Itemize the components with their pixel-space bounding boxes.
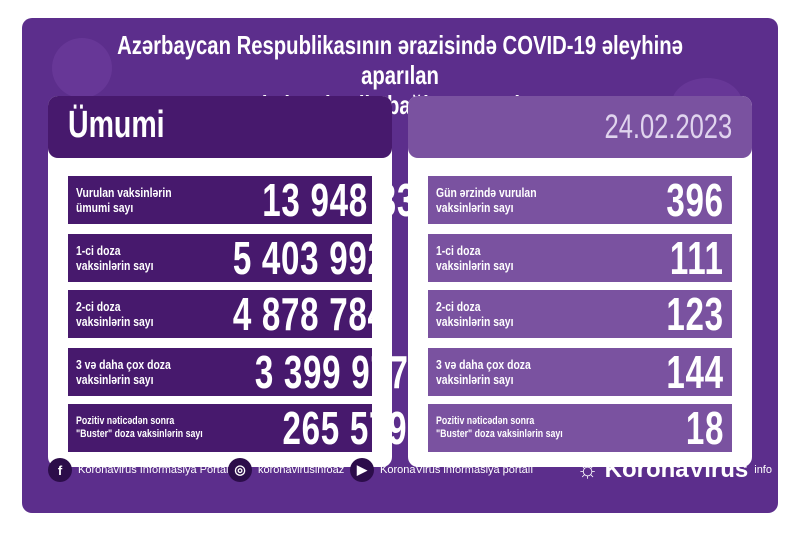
stat-label: Vurulan vaksinlərin ümumi sayı xyxy=(76,185,172,215)
stat-row: 1-ci doza vaksinlərin sayı 111 xyxy=(428,232,732,284)
instagram-link[interactable]: ◎ koronavirusinfoaz xyxy=(228,458,344,482)
stat-label: 2-ci doza vaksinlərin sayı xyxy=(436,299,514,329)
youtube-link[interactable]: ▶ KoronaVirus informasiya portalı xyxy=(350,458,533,482)
daily-panel: 24.02.2023 Gün ərzində vurulan vaksinləri… xyxy=(408,96,752,467)
stat-value: 396 xyxy=(666,174,724,226)
stat-value: 111 xyxy=(670,232,724,284)
stat-label: 3 və daha çox doza vaksinlərin sayı xyxy=(76,357,171,387)
stat-value: 13 948 332 xyxy=(262,174,436,226)
stat-value: 18 xyxy=(685,402,724,454)
stat-row: 3 və daha çox doza vaksinlərin sayı 144 xyxy=(428,346,732,398)
stat-row: Gün ərzində vurulan vaksinlərin sayı 396 xyxy=(428,174,732,226)
stat-row: 2-ci doza vaksinlərin sayı 123 xyxy=(428,288,732,340)
stat-value: 4 878 784 xyxy=(232,288,387,340)
instagram-icon: ◎ xyxy=(228,458,252,482)
stat-label: 3 və daha çox doza vaksinlərin sayı xyxy=(436,357,531,387)
infographic-card: Azərbaycan Respublikasının ərazisində CO… xyxy=(22,18,778,513)
stat-label: Pozitiv nəticədən sonra "Buster" doza vak… xyxy=(436,415,563,440)
total-header: Ümumi xyxy=(48,96,392,158)
facebook-link[interactable]: f Koronavirus İnformasiya Portalı xyxy=(48,458,231,482)
facebook-icon: f xyxy=(48,458,72,482)
total-heading: Ümumi xyxy=(68,104,165,146)
virus-decoration-icon xyxy=(52,38,112,98)
stat-value: 265 579 xyxy=(282,402,408,454)
stat-value: 123 xyxy=(666,288,724,340)
stat-label: 2-ci doza vaksinlərin sayı xyxy=(76,299,154,329)
koronavirus-logo: ☼ KoronaVirus info xyxy=(576,456,772,483)
stat-label: 1-ci doza vaksinlərin sayı xyxy=(436,243,514,273)
stat-value: 3 399 977 xyxy=(254,346,409,398)
stat-value: 5 403 992 xyxy=(232,232,387,284)
stat-row: 1-ci doza vaksinlərin sayı 5 403 992 xyxy=(68,232,386,284)
youtube-icon: ▶ xyxy=(350,458,374,482)
date-label: 24.02.2023 xyxy=(604,108,732,146)
stat-label: Gün ərzində vurulan vaksinlərin sayı xyxy=(436,185,537,215)
sun-icon: ☼ xyxy=(576,456,599,483)
daily-header: 24.02.2023 xyxy=(408,96,752,158)
stat-value: 144 xyxy=(666,346,724,398)
stat-row: 2-ci doza vaksinlərin sayı 4 878 784 xyxy=(68,288,386,340)
total-panel: Ümumi Vurulan vaksinlərin ümumi sayı 13 94… xyxy=(48,96,435,467)
stat-row: Pozitiv nəticədən sonra "Buster" doza vak… xyxy=(68,402,407,454)
stat-label: Pozitiv nəticədən sonra "Buster" doza vak… xyxy=(76,415,203,440)
stat-row: Pozitiv nəticədən sonra "Buster" doza vak… xyxy=(428,402,732,454)
stat-row: 3 və daha çox doza vaksinlərin sayı 3 399 … xyxy=(68,346,407,398)
stat-row: Vurulan vaksinlərin ümumi sayı 13 948 332 xyxy=(68,174,435,226)
stat-label: 1-ci doza vaksinlərin sayı xyxy=(76,243,154,273)
